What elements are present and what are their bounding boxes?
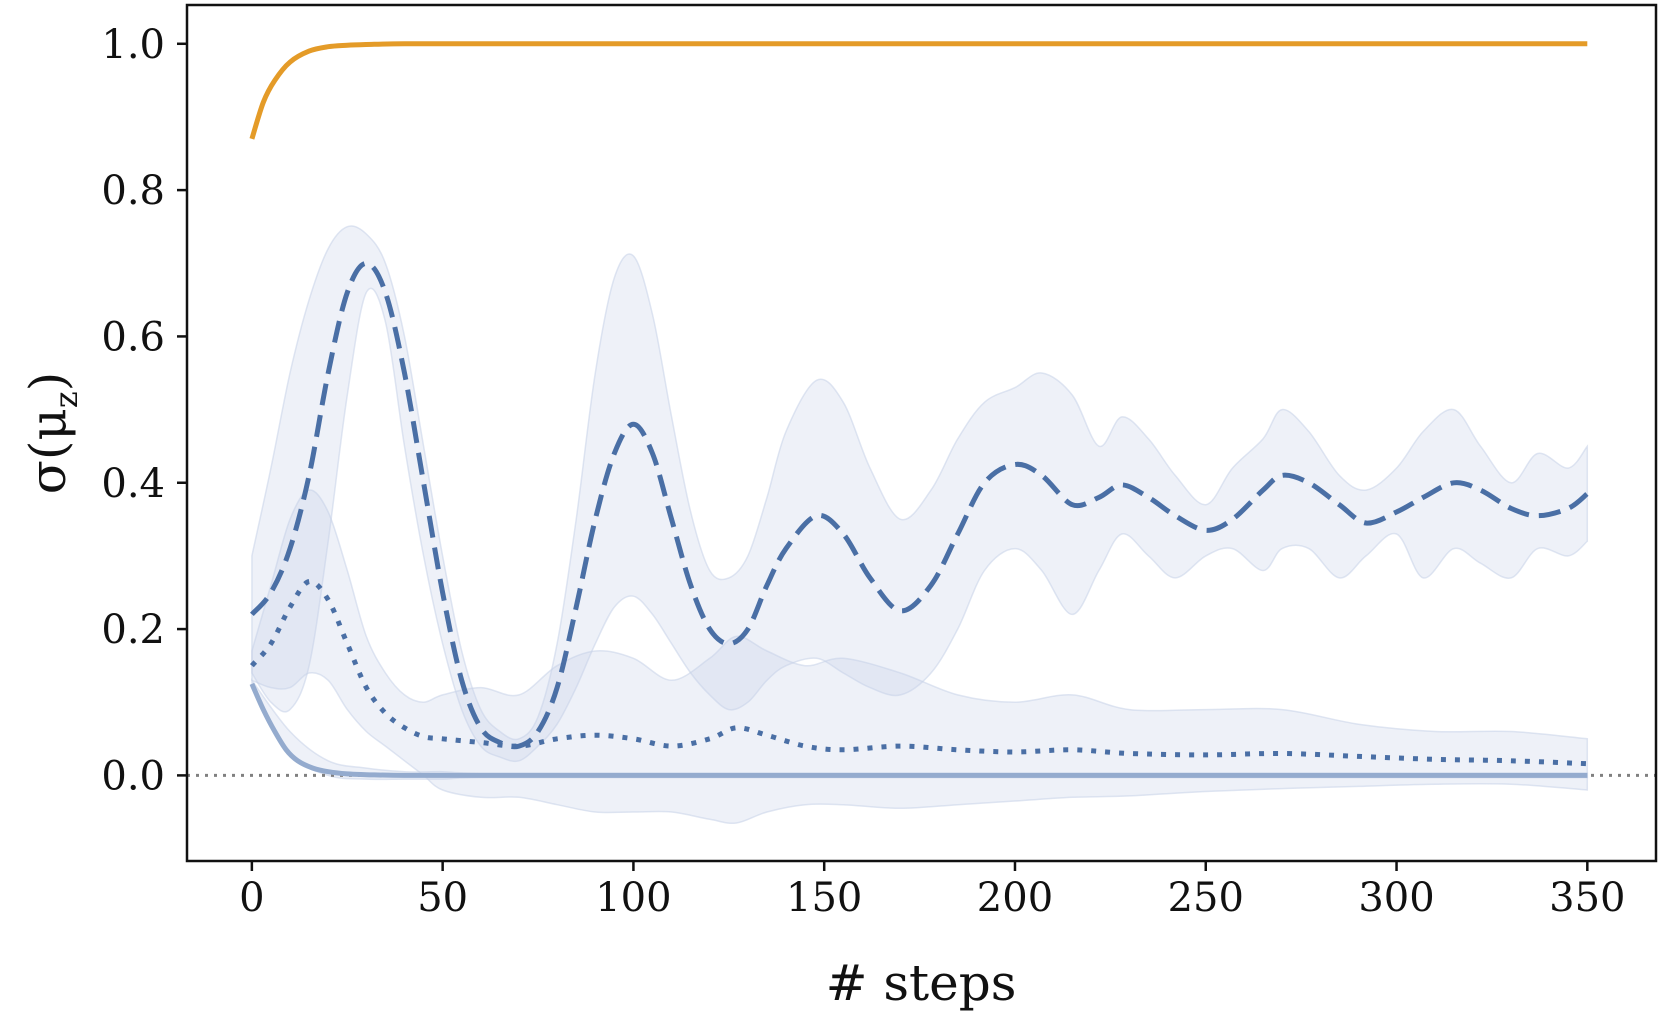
y-tick-label: 0.4 <box>101 461 165 507</box>
series-line-2-dashed <box>250 260 1589 750</box>
x-tick-label: 50 <box>417 875 468 921</box>
x-tick-label: 300 <box>1358 875 1434 921</box>
plot-frame <box>185 3 1658 863</box>
y-tick-label: 0.0 <box>101 753 165 799</box>
x-tick-label: 0 <box>239 875 264 921</box>
y-tick-label: 0.2 <box>101 607 165 653</box>
y-axis-label-sub: z <box>47 391 85 408</box>
y-tick-label: 1.0 <box>101 22 165 68</box>
y-tick-label: 0.8 <box>101 168 165 214</box>
series-lines <box>249 41 1589 778</box>
y-tick-label: 0.6 <box>101 314 165 360</box>
plot-background <box>187 5 1656 861</box>
series-line-3-dotted <box>249 578 1588 767</box>
x-tick-label: 150 <box>786 875 862 921</box>
x-axis: 0 50 100 150 200 250 300 350 <box>239 861 1625 921</box>
y-axis-label-main: σ(μ <box>19 408 77 494</box>
x-tick-label: 100 <box>595 875 671 921</box>
y-axis-label-close: ) <box>19 372 77 392</box>
x-tick-label: 200 <box>977 875 1053 921</box>
series-line-4-solid <box>249 682 1588 778</box>
series-line-1-solid <box>249 41 1588 140</box>
confidence-band-2 <box>251 489 1589 825</box>
confidence-band-1 <box>251 225 1589 763</box>
y-axis-label: σ(μz) <box>19 372 85 495</box>
x-tick-label: 250 <box>1168 875 1244 921</box>
y-axis: 0.0 0.2 0.4 0.6 0.8 1.0 <box>101 22 187 799</box>
x-tick-label: 350 <box>1549 875 1625 921</box>
x-axis-label: # steps <box>826 954 1017 1012</box>
